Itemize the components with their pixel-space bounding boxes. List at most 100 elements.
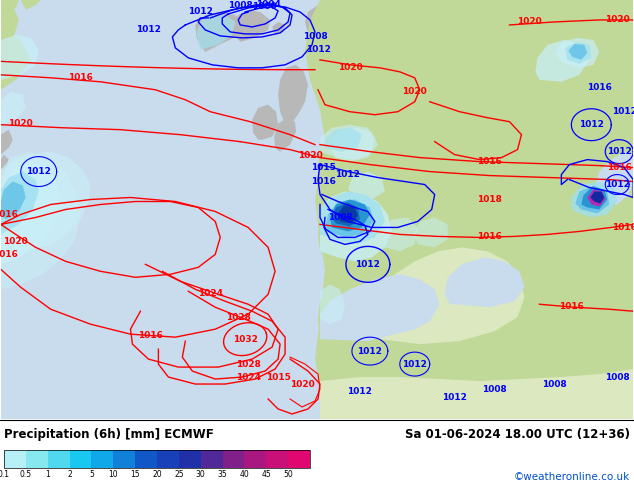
Polygon shape — [444, 257, 524, 307]
Polygon shape — [320, 192, 392, 261]
Polygon shape — [197, 15, 235, 50]
Polygon shape — [305, 0, 633, 419]
Bar — [245, 450, 266, 468]
Polygon shape — [318, 80, 633, 204]
Text: 30: 30 — [196, 470, 205, 479]
Text: 1008: 1008 — [328, 213, 353, 222]
Polygon shape — [571, 181, 618, 218]
Text: 1016: 1016 — [477, 157, 502, 166]
Text: 1020: 1020 — [290, 380, 314, 389]
Polygon shape — [332, 202, 360, 226]
Text: 1012: 1012 — [443, 392, 467, 401]
Polygon shape — [587, 190, 605, 206]
Text: 0.5: 0.5 — [20, 470, 32, 479]
Text: ©weatheronline.co.uk: ©weatheronline.co.uk — [514, 472, 630, 482]
Bar — [4, 450, 310, 468]
Polygon shape — [338, 205, 358, 223]
Polygon shape — [568, 44, 587, 60]
Text: 35: 35 — [217, 470, 228, 479]
Text: 1012: 1012 — [358, 346, 382, 356]
Polygon shape — [318, 231, 448, 344]
Polygon shape — [278, 65, 308, 124]
Polygon shape — [1, 0, 19, 50]
Text: 45: 45 — [261, 470, 271, 479]
Text: 1012: 1012 — [605, 180, 630, 189]
Polygon shape — [1, 155, 9, 179]
Polygon shape — [232, 10, 270, 42]
Bar — [288, 450, 310, 468]
Text: 40: 40 — [240, 470, 249, 479]
Text: 1016: 1016 — [138, 331, 163, 340]
Bar — [135, 450, 157, 468]
Polygon shape — [1, 0, 19, 12]
Polygon shape — [21, 0, 41, 10]
Bar — [48, 450, 70, 468]
Polygon shape — [318, 165, 510, 259]
Polygon shape — [1, 0, 633, 419]
Text: 1020: 1020 — [3, 237, 28, 246]
Polygon shape — [325, 128, 362, 151]
Text: 20: 20 — [152, 470, 162, 479]
Text: 1012: 1012 — [607, 147, 631, 156]
Text: 1016: 1016 — [587, 83, 612, 92]
Text: 1016: 1016 — [0, 250, 18, 259]
Text: 1008: 1008 — [605, 372, 630, 382]
Polygon shape — [320, 124, 375, 160]
Polygon shape — [575, 186, 609, 214]
Bar — [4, 450, 26, 468]
Bar — [157, 450, 179, 468]
Text: 1: 1 — [46, 470, 50, 479]
Bar — [26, 450, 48, 468]
Text: 2: 2 — [67, 470, 72, 479]
Text: 1008: 1008 — [228, 1, 252, 10]
Bar — [201, 450, 223, 468]
Text: 1015: 1015 — [311, 163, 335, 172]
Polygon shape — [348, 172, 385, 199]
Text: 10: 10 — [108, 470, 118, 479]
Bar — [223, 450, 245, 468]
Text: 1012: 1012 — [136, 25, 161, 34]
Text: 1020: 1020 — [517, 18, 542, 26]
Text: Sa 01-06-2024 18.00 UTC (12+36): Sa 01-06-2024 18.00 UTC (12+36) — [405, 428, 630, 441]
Polygon shape — [1, 20, 30, 90]
Polygon shape — [566, 42, 592, 64]
Text: 1012: 1012 — [26, 167, 51, 176]
Text: 1015: 1015 — [266, 372, 290, 382]
Bar — [113, 450, 135, 468]
Polygon shape — [330, 199, 370, 231]
Text: 1012: 1012 — [403, 360, 427, 368]
Text: 1012: 1012 — [347, 387, 372, 395]
Text: Precipitation (6h) [mm] ECMWF: Precipitation (6h) [mm] ECMWF — [4, 428, 214, 441]
Text: 1020: 1020 — [337, 63, 362, 73]
Bar — [70, 450, 91, 468]
Text: 1012: 1012 — [335, 170, 360, 179]
Polygon shape — [252, 105, 278, 140]
Polygon shape — [536, 40, 590, 82]
Polygon shape — [382, 218, 418, 251]
Polygon shape — [195, 12, 245, 52]
Text: 1000: 1000 — [252, 2, 276, 11]
Polygon shape — [1, 35, 39, 80]
Polygon shape — [320, 274, 440, 341]
Text: 1016: 1016 — [0, 210, 18, 219]
Text: 1032: 1032 — [233, 335, 257, 343]
Polygon shape — [320, 314, 430, 399]
Text: 1016: 1016 — [612, 223, 634, 232]
Polygon shape — [345, 102, 515, 155]
Polygon shape — [1, 162, 61, 264]
Text: 1024: 1024 — [236, 372, 261, 382]
Polygon shape — [1, 92, 26, 124]
Text: 1020: 1020 — [403, 87, 427, 96]
Polygon shape — [274, 118, 296, 151]
Text: 1028: 1028 — [236, 360, 261, 368]
Polygon shape — [330, 0, 375, 25]
Text: 1016: 1016 — [559, 302, 584, 311]
Text: 1012: 1012 — [579, 120, 604, 129]
Text: 1020: 1020 — [605, 16, 630, 24]
Text: 1018: 1018 — [477, 195, 502, 204]
Text: 50: 50 — [283, 470, 293, 479]
Bar — [179, 450, 201, 468]
Text: 1028: 1028 — [226, 313, 250, 322]
Polygon shape — [590, 192, 604, 203]
Polygon shape — [1, 151, 81, 289]
